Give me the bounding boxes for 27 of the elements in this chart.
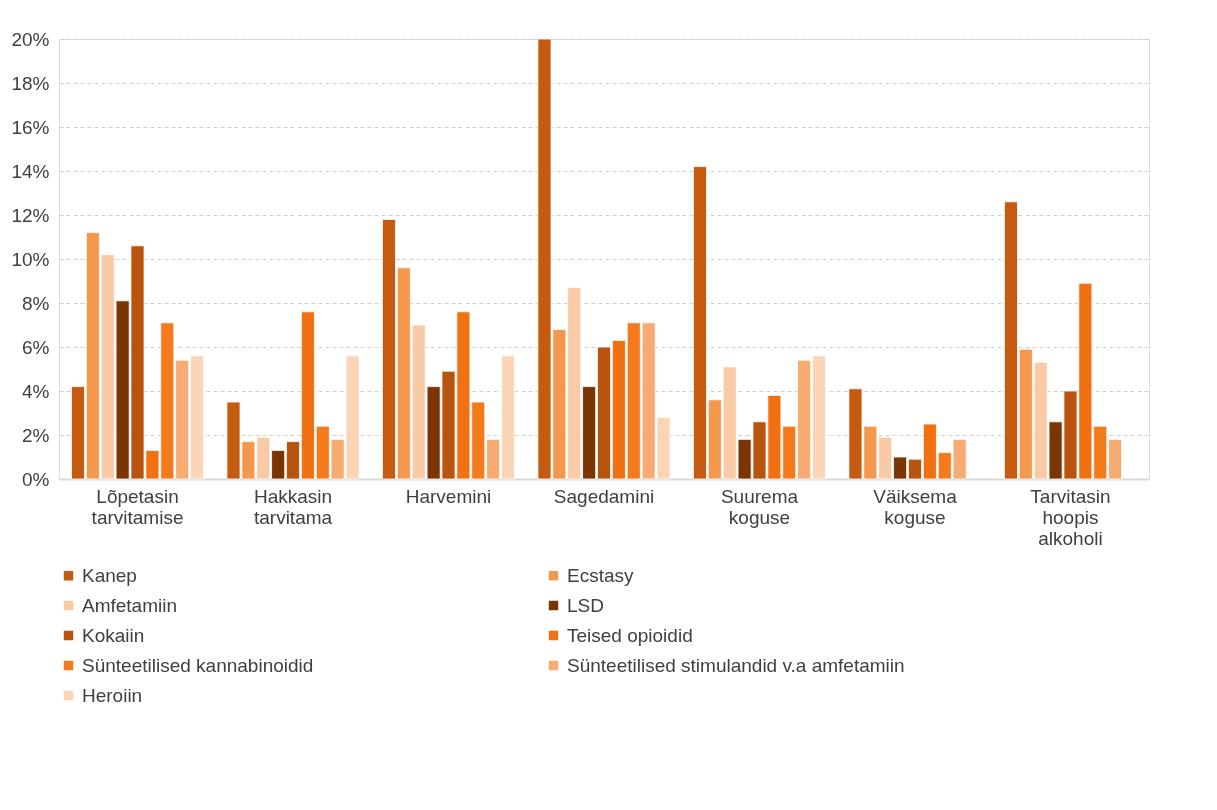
legend-label: Teised opioidid <box>567 624 693 646</box>
y-tick-label: 8% <box>22 292 50 314</box>
y-tick-label: 10% <box>11 248 50 270</box>
legend-label: Kokaiin <box>82 624 145 646</box>
y-tick-label: 2% <box>22 424 50 446</box>
legend-label: Amfetamiin <box>82 594 178 616</box>
y-tick-label: 16% <box>11 116 50 138</box>
legend-label: Ecstasy <box>567 564 635 586</box>
legend-label: Sünteetilised kannabinoidid <box>82 654 314 676</box>
y-tick-label: 12% <box>11 204 50 226</box>
legend-label: Kanep <box>82 564 137 586</box>
x-tick-label: Tarvitasin hoopis alkoholi <box>1030 485 1111 549</box>
x-tick-label: Suurema koguse <box>720 485 799 528</box>
legend-label: Heroiin <box>82 684 143 706</box>
y-tick-label: 20% <box>11 28 50 50</box>
y-tick-label: 6% <box>22 336 50 358</box>
x-tick-label: Lõpetasin tarvitamise <box>91 485 184 528</box>
y-tick-label: 18% <box>11 72 50 94</box>
legend-label: Sünteetilised stimulandid v.a amfetamiin <box>567 654 905 676</box>
y-tick-label: 4% <box>22 380 50 402</box>
y-tick-label: 14% <box>11 160 50 182</box>
legend-label: LSD <box>567 594 604 616</box>
y-tick-label: 0% <box>22 468 50 490</box>
x-tick-label: Hakkasin tarvitama <box>253 485 333 528</box>
x-tick-label: Väiksema koguse <box>873 485 958 528</box>
x-tick-label: Sagedamini <box>553 485 655 507</box>
x-tick-label: Harvemini <box>405 485 492 507</box>
